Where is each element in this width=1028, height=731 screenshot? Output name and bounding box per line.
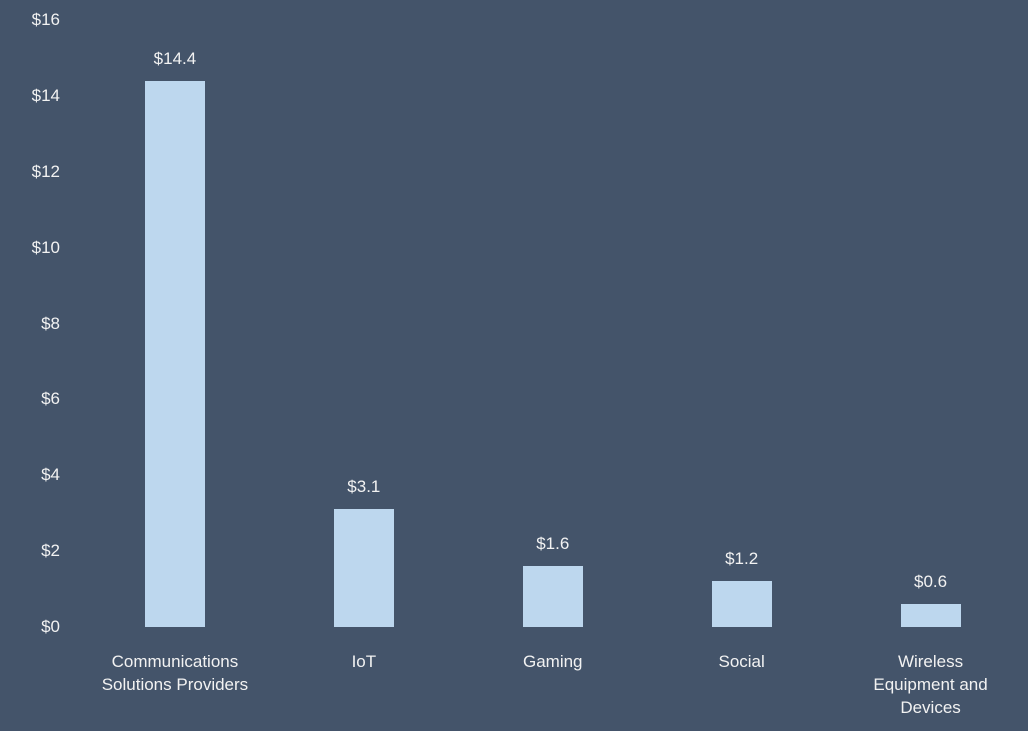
x-tick-label: Social <box>718 652 765 671</box>
data-label: $1.2 <box>725 549 759 569</box>
y-tick-label: $10 <box>31 237 60 257</box>
data-label: $0.6 <box>914 572 948 592</box>
bar <box>900 604 961 627</box>
data-label: $3.1 <box>347 477 381 497</box>
x-tick-label: Communications Solutions Providers <box>101 652 249 694</box>
bar <box>144 80 205 627</box>
y-tick-label: $8 <box>41 313 60 333</box>
y-tick-label: $12 <box>31 161 60 181</box>
bar <box>333 509 394 627</box>
x-tick-label: Wireless Equipment and Devices <box>873 652 988 717</box>
y-tick-label: $14 <box>31 85 60 105</box>
y-tick-label: $0 <box>41 617 60 636</box>
bar <box>522 566 583 627</box>
data-label: $1.6 <box>536 534 570 554</box>
y-tick-label: $2 <box>41 541 60 561</box>
data-label: $14.4 <box>153 48 197 68</box>
y-tick-label: $4 <box>41 465 60 485</box>
y-tick-label: $16 <box>31 10 60 29</box>
y-tick-label: $6 <box>41 389 60 409</box>
bar <box>711 581 772 627</box>
x-tick-label: Gaming <box>522 652 583 671</box>
x-tick-label: IoT <box>351 652 377 671</box>
